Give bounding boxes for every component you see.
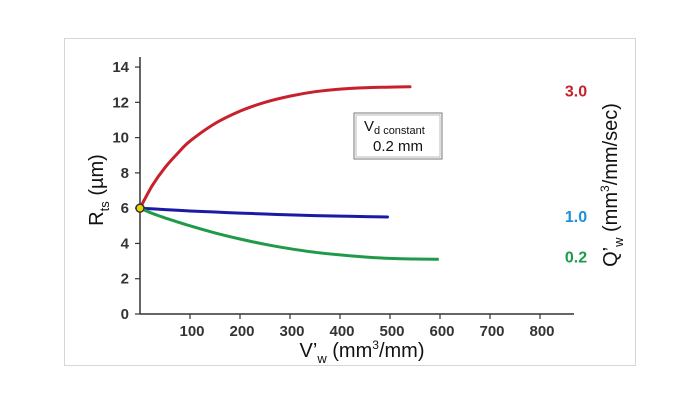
x-tick-label: 600 [429, 323, 454, 340]
x-tick-label: 300 [279, 323, 304, 340]
y-tick-label: 0 [121, 306, 129, 323]
series-line-3-0 [138, 85, 412, 210]
annotation-line2: 0.2 mm [373, 138, 423, 155]
annotation-box: Vd constant 0.2 mm [353, 112, 443, 160]
y-axis-title: Rts (µm) [86, 154, 112, 226]
y-tick-label: 6 [121, 200, 129, 217]
series-label-0-2: 0.2 [565, 250, 587, 267]
x-tick-label: 200 [229, 323, 254, 340]
x-tick-label: 500 [379, 323, 404, 340]
y-tick-label: 2 [121, 271, 129, 288]
x-axis-title: V’w (mm3/mm) [300, 338, 425, 366]
series-line-1-0 [138, 206, 389, 219]
series-label-3-0: 3.0 [565, 84, 587, 101]
start-point-marker [135, 203, 145, 213]
x-tick-label: 800 [529, 323, 554, 340]
x-tick-label: 400 [329, 323, 354, 340]
y-tick-label: 14 [112, 59, 129, 76]
series-label-1-0: 1.0 [565, 209, 587, 226]
series-line-0-2 [138, 206, 439, 261]
y-tick-label: 8 [121, 165, 129, 182]
annotation-line1: Vd constant [364, 118, 425, 137]
x-tick-label: 700 [479, 323, 504, 340]
y-tick-label: 10 [112, 130, 129, 147]
x-tick-label: 100 [179, 323, 204, 340]
chart-frame [64, 38, 636, 366]
right-axis-title: Q’w (mm3/mm/sec) [598, 103, 626, 267]
y-tick-label: 12 [112, 94, 129, 111]
y-tick-label: 4 [121, 235, 130, 252]
